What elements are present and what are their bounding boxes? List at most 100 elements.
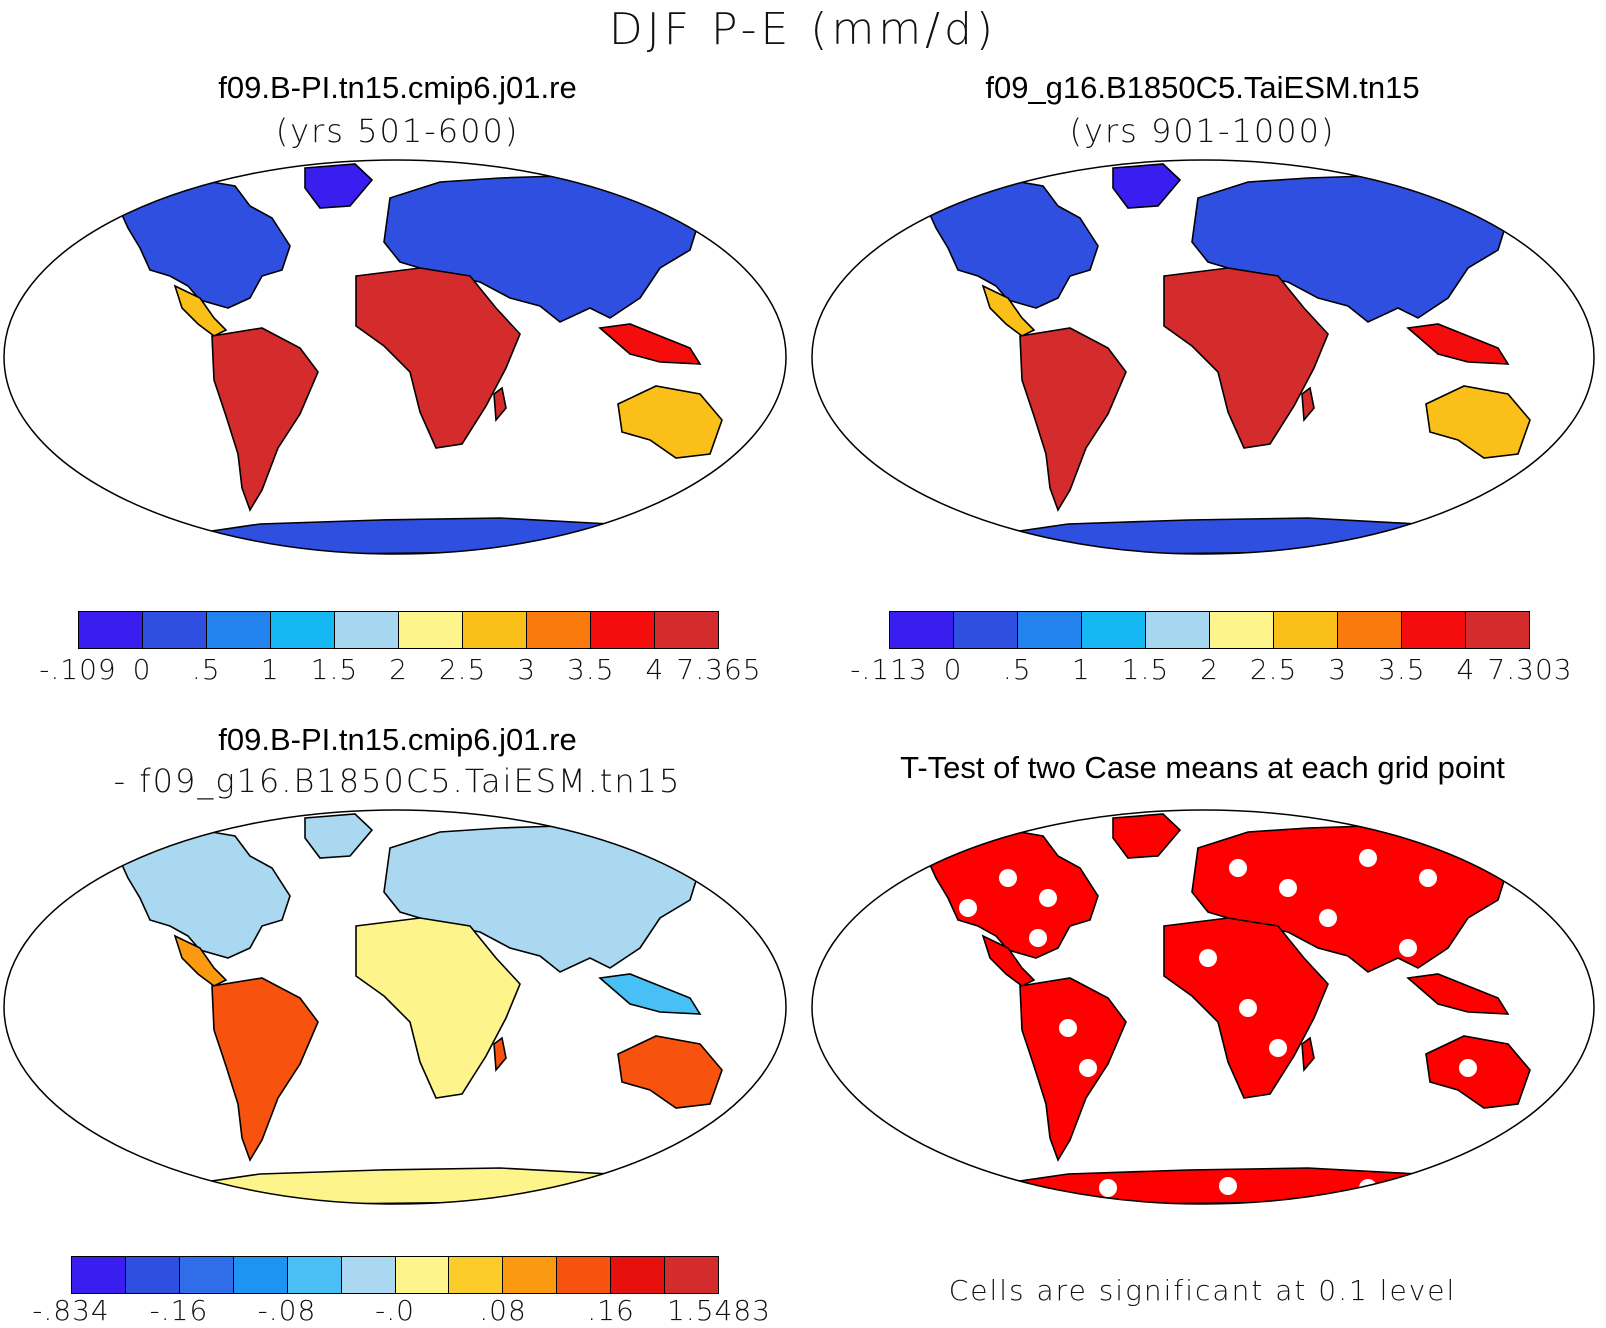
nonsignificant-patch (1359, 849, 1377, 867)
colorbar-tick-label: -.109 (39, 653, 117, 686)
continent-madagascar (493, 386, 507, 423)
colorbar-tick-label: 3 (1328, 653, 1348, 686)
colorbar-tick-label: -.113 (850, 653, 928, 686)
colorbar-tick-label: 3.5 (1378, 653, 1426, 686)
colorbar-swatch (1466, 612, 1529, 648)
continent-northAmerica (116, 179, 291, 309)
continent-antarctica (149, 517, 703, 554)
colorbar-swatch (1146, 612, 1210, 648)
map-boundary (811, 809, 1595, 1205)
colorbar-tick-label: .16 (587, 1294, 635, 1327)
colorbar-swatch (527, 612, 591, 648)
continent-africa (1163, 267, 1329, 449)
panel-title-top-right: f09_g16.B1850C5.TaiESM.tn15 (985, 70, 1420, 105)
nonsignificant-patch (1219, 1177, 1237, 1195)
continent-southAmerica (211, 977, 319, 1162)
colorbar-swatch (79, 612, 143, 648)
continent-northAmerica (924, 179, 1099, 309)
nonsignificant-patch (1059, 1019, 1077, 1037)
colorbar-top-left (78, 611, 719, 649)
colorbar-tick-label: 1.5 (1121, 653, 1170, 686)
colorbar-swatch (611, 1257, 666, 1293)
colorbar-swatch (463, 612, 527, 648)
colorbar-tick-label: -.08 (257, 1294, 317, 1327)
colorbar-swatch (954, 612, 1018, 648)
continent-madagascar (1301, 1036, 1315, 1073)
continent-northAmerica (924, 829, 1099, 959)
continent-southeastAsia (1406, 973, 1510, 1015)
colorbar-swatch (655, 612, 718, 648)
colorbar-swatch (1338, 612, 1402, 648)
colorbar-tick-label: 2.5 (438, 653, 487, 686)
panel-title-bottom-left: f09.B-PI.tn15.cmip6.j01.re (218, 722, 577, 757)
colorbar-tick-label: 7.303 (1487, 653, 1573, 686)
nonsignificant-patch (1439, 1183, 1457, 1201)
colorbar-tick-label: 7.365 (676, 653, 762, 686)
colorbar-ticks-top-left: -.109 0 .5 1 1.5 2 2.5 3 3.5 4 7.365 (39, 653, 760, 687)
nonsignificant-patch (1279, 879, 1297, 897)
colorbar-swatch (271, 612, 335, 648)
nonsignificant-patch (1459, 1059, 1477, 1077)
nonsignificant-patch (1419, 869, 1437, 887)
colorbar-swatch (665, 1257, 719, 1293)
nonsignificant-patch (1039, 889, 1057, 907)
colorbar-swatch (1082, 612, 1146, 648)
colorbar-tick-label: 4 (645, 653, 665, 686)
colorbar-swatch (207, 612, 271, 648)
colorbar-tick-label: 4 (1456, 653, 1476, 686)
nonsignificant-patch (1359, 1179, 1377, 1197)
colorbar-tick-label: .5 (191, 653, 221, 686)
colorbar-swatch (890, 612, 954, 648)
colorbar-swatch (557, 1257, 612, 1293)
colorbar-swatch (1274, 612, 1338, 648)
colorbar-swatch (1210, 612, 1274, 648)
colorbar-tick-label: -.0 (375, 1294, 415, 1327)
continent-australia (617, 1035, 723, 1109)
continent-southAmerica (1019, 327, 1127, 512)
colorbar-ticks-bottom-left: -.834 -.16 -.08 -.0 .08 .16 1.5483 (32, 1294, 770, 1328)
colorbar-swatch (591, 612, 655, 648)
colorbar-tick-label: 1.5 (310, 653, 359, 686)
continent-greenland (1112, 813, 1182, 859)
continent-antarctica (149, 1167, 703, 1204)
continent-centralAmerica (173, 284, 228, 337)
map-top-left (0, 158, 790, 556)
colorbar-tick-label: 1 (260, 653, 280, 686)
colorbar-swatch (1402, 612, 1466, 648)
map-bottom-left (0, 808, 790, 1206)
continent-southAmerica (1019, 977, 1127, 1162)
colorbar-swatch (179, 1257, 234, 1293)
colorbar-ticks-top-right: -.113 0 .5 1 1.5 2 2.5 3 3.5 4 7.303 (850, 653, 1571, 687)
nonsignificant-patch (1399, 939, 1417, 957)
colorbar-swatch (287, 1257, 342, 1293)
nonsignificant-patch (1099, 1179, 1117, 1197)
panel-title-bottom-right: T-Test of two Case means at each grid po… (900, 750, 1505, 785)
panel-subtitle-bottom-left: - f09_g16.B1850C5.TaiESM.tn15 (113, 762, 682, 800)
colorbar-swatch (233, 1257, 288, 1293)
panel-subtitle-top-left: (yrs 501-600) (275, 112, 520, 150)
colorbar-swatch (72, 1257, 126, 1293)
continent-southAmerica (211, 327, 319, 512)
colorbar-tick-label: 2 (389, 653, 408, 686)
continent-australia (1425, 1035, 1531, 1109)
continent-antarctica (957, 517, 1511, 554)
colorbar-tick-label: 0 (943, 653, 963, 686)
colorbar-swatch (143, 612, 207, 648)
map-bottom-right (808, 808, 1598, 1206)
continent-northAmerica (116, 829, 291, 959)
colorbar-swatch (335, 612, 399, 648)
nonsignificant-patch (1269, 1039, 1287, 1057)
colorbar-swatch (125, 1257, 180, 1293)
colorbar-swatch (503, 1257, 558, 1293)
colorbar-swatch (1018, 612, 1082, 648)
colorbar-tick-label: 0 (132, 653, 152, 686)
continent-greenland (1112, 163, 1182, 209)
colorbar-swatch (341, 1257, 396, 1293)
panel-subtitle-top-right: (yrs 901-1000) (1069, 112, 1336, 150)
continent-centralAmerica (981, 934, 1036, 987)
continent-southeastAsia (1406, 323, 1510, 365)
colorbar-tick-label: -.16 (149, 1294, 209, 1327)
colorbar-tick-label: .08 (479, 1294, 527, 1327)
panel-title-top-left: f09.B-PI.tn15.cmip6.j01.re (218, 70, 577, 105)
continent-australia (1425, 385, 1531, 459)
